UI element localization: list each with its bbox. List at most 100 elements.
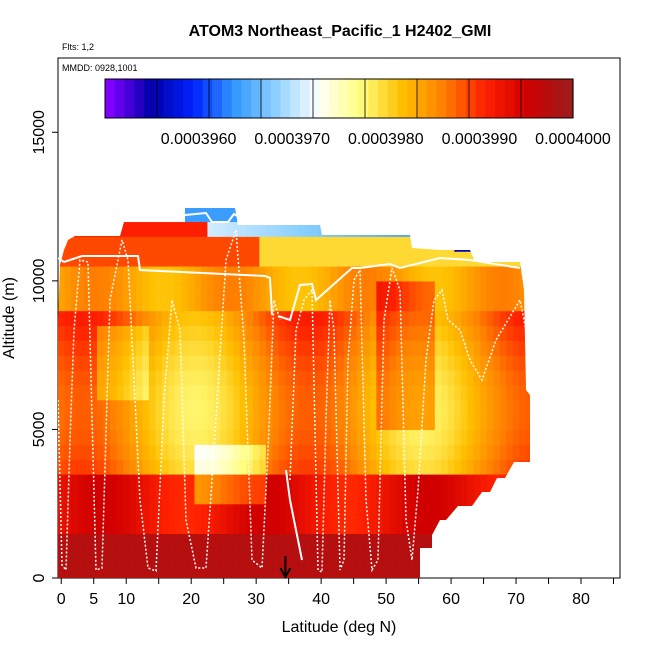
curtain-cell (356, 340, 364, 356)
curtain-cell (252, 280, 261, 297)
curtain-cell (181, 518, 189, 535)
curtain-cell (135, 459, 144, 475)
curtain-cell (369, 295, 377, 312)
curtain-cell (122, 208, 131, 223)
curtain-cell (337, 503, 345, 520)
curtain-cell (200, 429, 209, 445)
curtain-cell (174, 236, 183, 252)
curtain-cell (343, 266, 351, 282)
curtain-cell (194, 503, 202, 520)
curtain-cell (304, 399, 312, 416)
curtain-cell (428, 533, 436, 549)
curtain-cell (233, 340, 241, 356)
curtain-cell (499, 459, 507, 475)
curtain-cell (337, 384, 345, 401)
curtain-cell (259, 340, 267, 356)
curtain-cell (421, 444, 429, 460)
curtain-cell (123, 192, 130, 207)
curtain-cell (434, 444, 442, 460)
curtain-cell (382, 548, 390, 564)
curtain-cell (473, 266, 481, 282)
curtain-cell (408, 310, 416, 327)
curtain-cell (330, 429, 338, 445)
curtain-cell (110, 177, 117, 192)
curtain-cell (506, 177, 513, 192)
curtain-cell (330, 533, 338, 549)
curtain-cell (337, 221, 345, 237)
curtain-cell (129, 459, 137, 475)
curtain-cell (58, 429, 66, 445)
curtain-cell (428, 503, 436, 520)
curtain-cell (298, 563, 306, 578)
curtain-cell (460, 384, 468, 401)
curtain-cell (350, 459, 358, 475)
flight-track-solid-east (285, 469, 303, 561)
curtain-cell (350, 548, 358, 564)
curtain-cell (434, 459, 442, 475)
curtain-cell (285, 295, 293, 312)
curtain-cell (304, 429, 312, 445)
curtain-cell (142, 295, 150, 312)
curtain-cell (291, 503, 299, 520)
curtain-cell (395, 488, 403, 505)
curtain-cell (135, 384, 144, 401)
curtain-cell (285, 429, 293, 445)
curtain-cell (415, 208, 423, 223)
curtain-cell (428, 548, 436, 564)
curtain-cell (402, 325, 410, 341)
curtain-cell (70, 414, 79, 431)
curtain-cell (226, 325, 235, 341)
curtain-cell (155, 563, 163, 578)
curtain-cell (135, 221, 144, 237)
curtain-cell (161, 236, 170, 252)
curtain-cell (58, 266, 66, 282)
curtain-cell (161, 295, 170, 312)
curtain-cell (480, 548, 488, 564)
curtain-cell (382, 384, 390, 401)
curtain-cell (213, 444, 222, 460)
curtain-cell (317, 384, 325, 401)
curtain-cell (187, 221, 196, 237)
curtain-cell (226, 221, 235, 237)
curtain-cell (408, 295, 416, 312)
curtain-cell (70, 236, 79, 252)
curtain-cell (415, 384, 423, 401)
curtain-cell (129, 266, 137, 282)
curtain-cell (109, 533, 118, 549)
curtain-cell (168, 563, 176, 578)
curtain-cell (337, 325, 345, 341)
curtain-cell (278, 414, 286, 431)
curtain-cell (376, 236, 384, 252)
colorbar-swatch (543, 79, 555, 118)
curtain-cell (207, 208, 215, 223)
curtain-cell (285, 399, 293, 416)
curtain-cell (96, 429, 105, 445)
curtain-cell (103, 295, 111, 312)
curtain-cell (356, 429, 364, 445)
curtain-cell (317, 221, 325, 237)
curtain-cell (266, 177, 273, 192)
curtain-cell (64, 429, 72, 445)
curtain-cell (148, 533, 157, 549)
curtain-cell (408, 208, 416, 223)
curtain-cell (103, 177, 110, 192)
curtain-cell (343, 340, 351, 356)
curtain-cell (200, 548, 209, 564)
curtain-cell (499, 399, 507, 416)
curtain-cell (207, 474, 215, 490)
curtain-cell (480, 177, 487, 192)
curtain-cell (324, 221, 332, 237)
colorbar-swatch (183, 79, 194, 118)
curtain-cell (58, 444, 66, 460)
curtain-cell (96, 518, 105, 535)
curtain-cell (187, 488, 196, 505)
curtain-cell (220, 503, 228, 520)
curtain-cell (291, 533, 299, 549)
curtain-cell (259, 177, 266, 192)
curtain-cell (318, 192, 325, 207)
curtain-cell (408, 340, 416, 356)
curtain-cell (526, 192, 533, 207)
curtain-cell (272, 295, 280, 312)
curtain-cell (233, 429, 241, 445)
curtain-cell (519, 488, 527, 505)
